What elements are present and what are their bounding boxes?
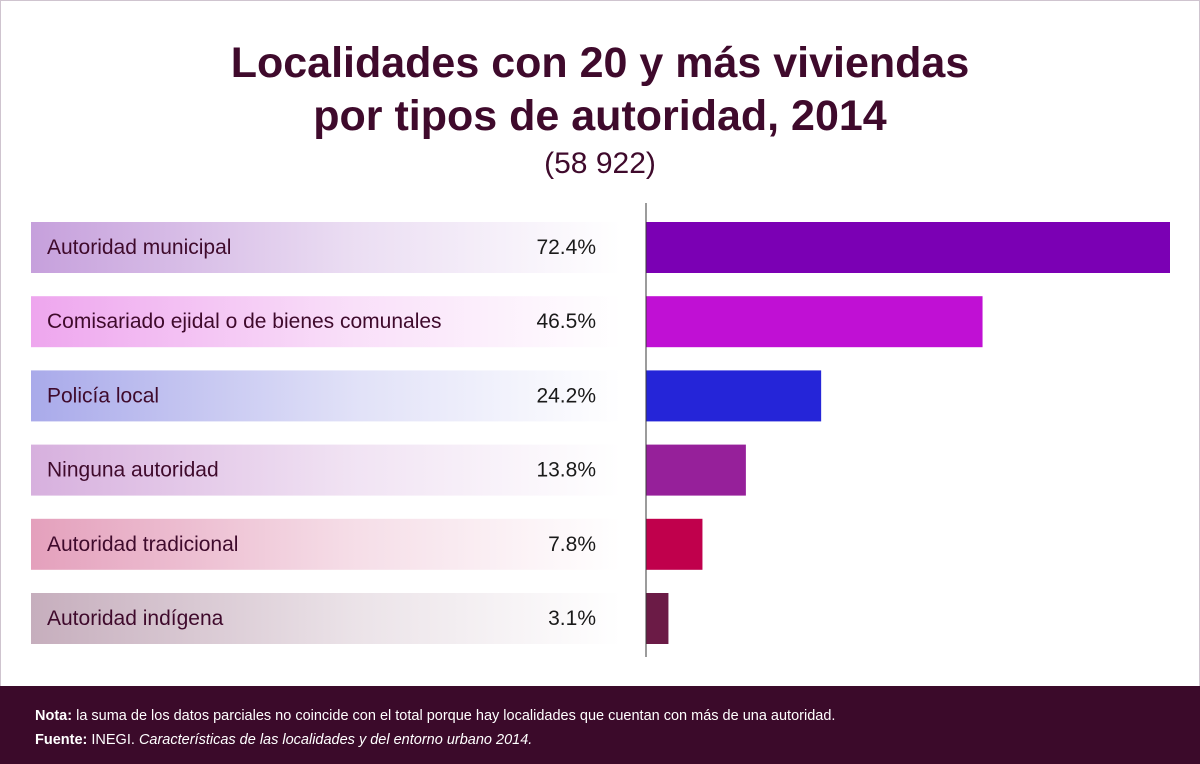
bar-municipal: [646, 222, 1170, 273]
value-label-comisariado: 46.5%: [536, 310, 596, 333]
category-label-comisariado: Comisariado ejidal o de bienes comunales: [47, 310, 442, 333]
category-label-tradicional: Autoridad tradicional: [47, 533, 238, 556]
chart-title-line-2: por tipos de autoridad, 2014: [313, 92, 887, 140]
bar-tradicional: [646, 518, 703, 570]
label-band-policia: [31, 370, 621, 422]
chart-subtitle: (58 922): [544, 147, 656, 180]
footer-fuente: Fuente: INEGI. Características de las lo…: [35, 730, 532, 750]
fuente-label: Fuente:: [35, 732, 88, 748]
label-band-indigena: [31, 593, 621, 644]
nota-label: Nota:: [35, 708, 73, 724]
chart-title-line-1: Localidades con 20 y más viviendas: [230, 39, 970, 87]
category-label-ninguna: Ninguna autoridad: [47, 459, 219, 482]
category-label-indigena: Autoridad indígena: [47, 607, 224, 630]
nota-text: la suma de los datos parciales no coinci…: [72, 708, 836, 724]
bar-chart: Autoridad municipal 72.4% Comisariado ejid…: [31, 203, 1170, 657]
value-label-tradicional: 7.8%: [548, 533, 596, 556]
label-band-municipal: [31, 222, 621, 273]
footer-nota: Nota: la suma de los datos parciales no …: [35, 706, 835, 726]
category-label-policia: Policía local: [47, 384, 159, 407]
value-label-ninguna: 13.8%: [536, 459, 596, 482]
bar-indigena: [646, 593, 669, 644]
bar-comisariado: [646, 296, 983, 348]
bar-ninguna: [646, 444, 746, 496]
category-label-municipal: Autoridad municipal: [47, 236, 231, 259]
bar-policia: [646, 370, 822, 422]
value-label-policia: 24.2%: [536, 384, 596, 407]
footer-notes: Nota: la suma de los datos parciales no …: [0, 686, 1200, 764]
label-band-tradicional: [31, 518, 621, 570]
fuente-title: Características de las localidades y del…: [138, 732, 533, 748]
label-band-ninguna: [31, 444, 621, 496]
fuente-source: INEGI.: [87, 732, 139, 748]
value-label-indigena: 3.1%: [548, 607, 596, 630]
label-band-comisariado: [31, 296, 621, 348]
value-label-municipal: 72.4%: [536, 236, 596, 259]
